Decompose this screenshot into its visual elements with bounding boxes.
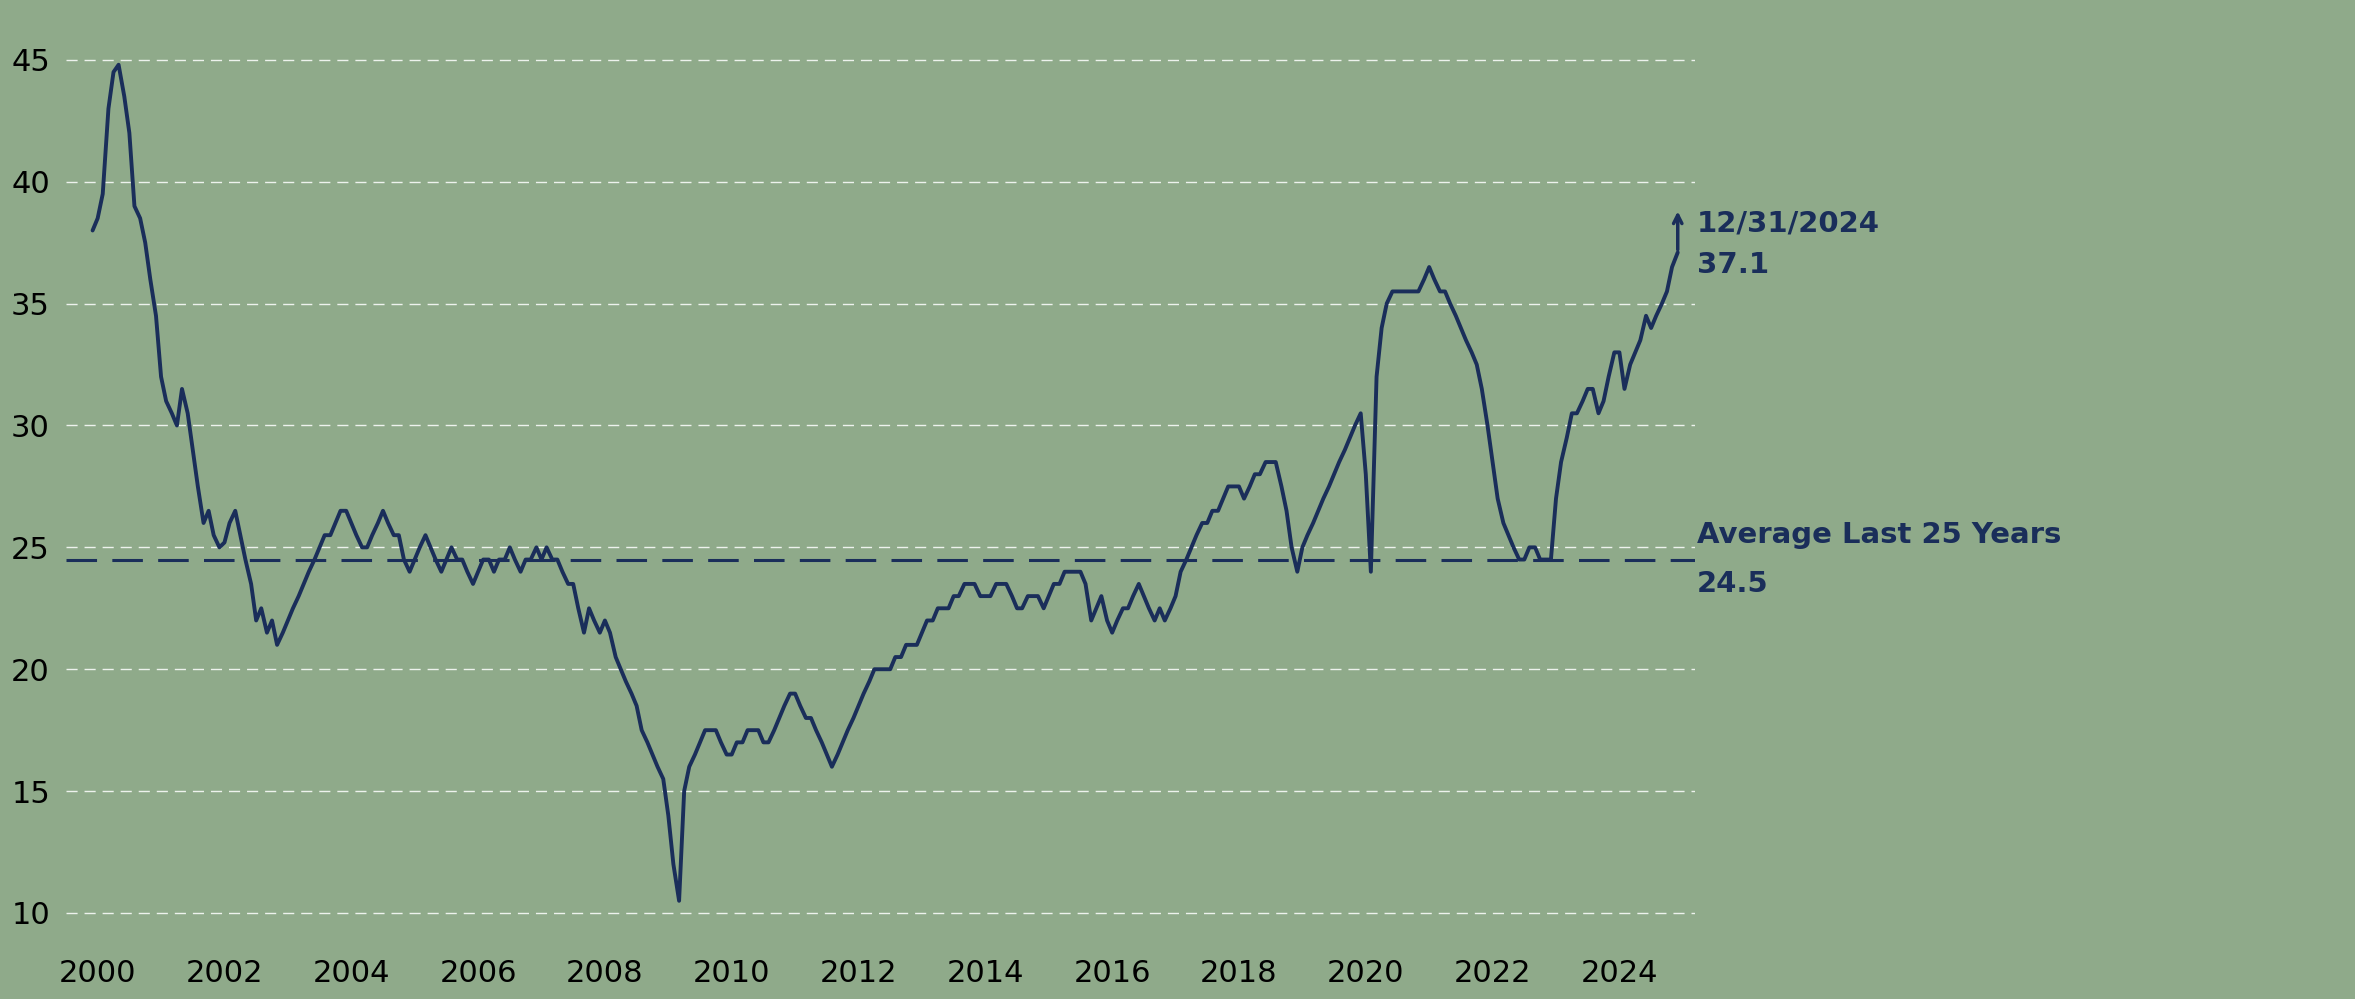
- Text: 37.1: 37.1: [1696, 251, 1769, 279]
- Text: 12/31/2024: 12/31/2024: [1696, 209, 1879, 237]
- Text: Average Last 25 Years: Average Last 25 Years: [1696, 521, 2061, 549]
- Text: 24.5: 24.5: [1696, 569, 1769, 598]
